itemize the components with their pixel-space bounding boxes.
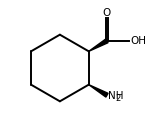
Polygon shape <box>89 39 108 51</box>
Text: OH: OH <box>130 36 146 46</box>
Text: 2: 2 <box>115 94 120 103</box>
Text: NH: NH <box>108 91 123 101</box>
Text: O: O <box>103 8 111 18</box>
Polygon shape <box>89 85 108 97</box>
